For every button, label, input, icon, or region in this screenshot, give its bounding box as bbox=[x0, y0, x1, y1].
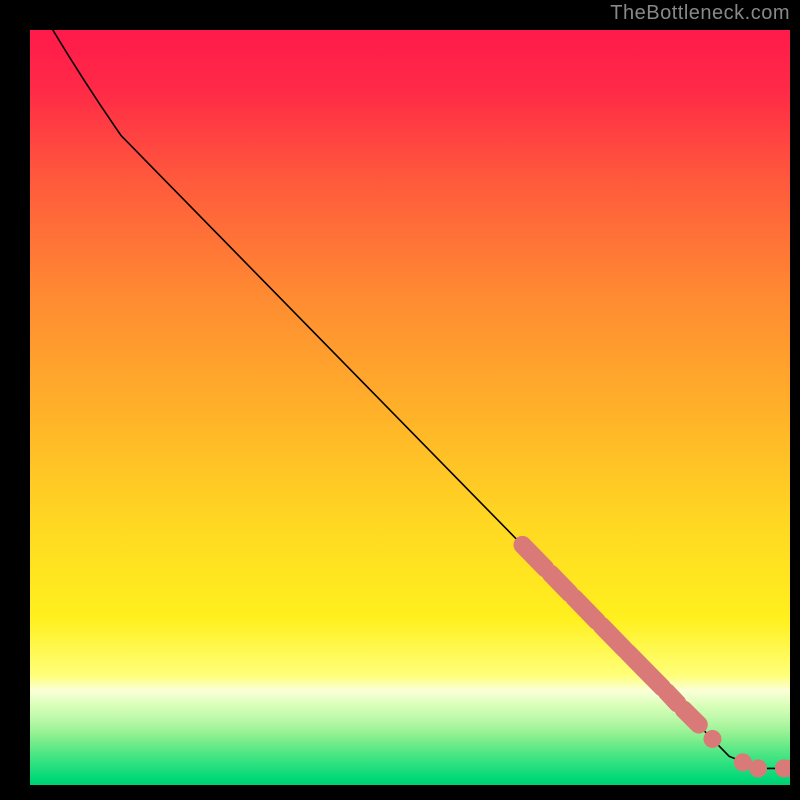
watermark-text: TheBottleneck.com bbox=[610, 2, 790, 25]
marker-dot bbox=[703, 730, 721, 748]
chart-stage: TheBottleneck.com bbox=[0, 0, 800, 800]
marker-segment bbox=[667, 692, 678, 703]
marker-dot bbox=[749, 759, 767, 777]
plot-area bbox=[30, 30, 790, 785]
chart-svg bbox=[30, 30, 790, 785]
gradient-background bbox=[30, 30, 790, 785]
marker-segment bbox=[684, 710, 699, 725]
